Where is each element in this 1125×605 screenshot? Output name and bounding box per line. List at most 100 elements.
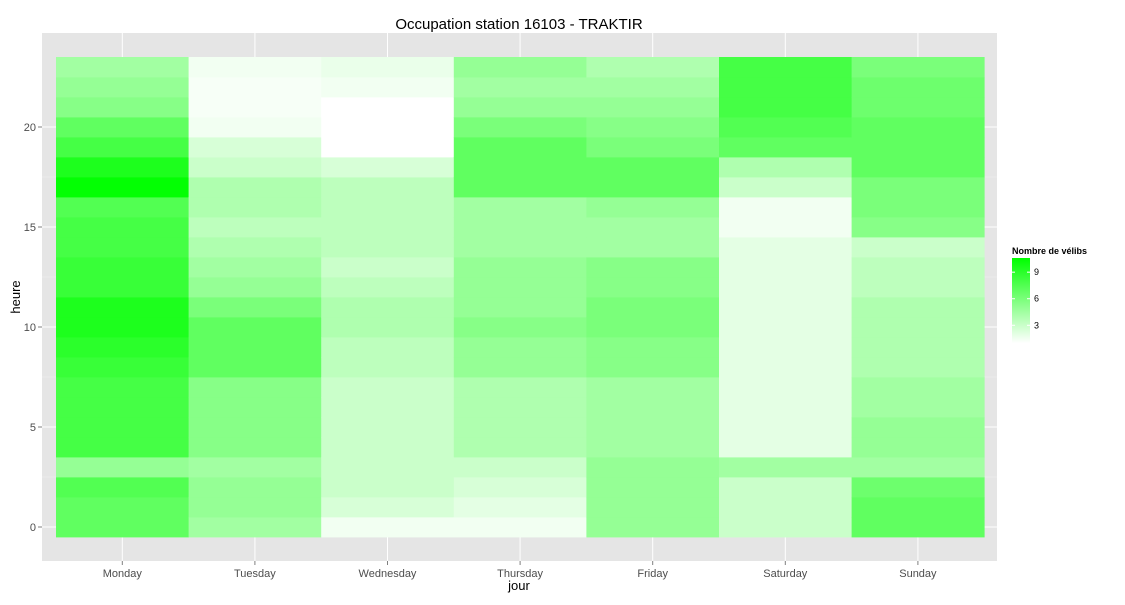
heatmap-cell xyxy=(586,157,720,178)
heatmap-cell xyxy=(851,397,985,418)
heatmap-cell xyxy=(321,377,455,398)
heatmap-cell xyxy=(586,77,720,98)
heatmap-cell xyxy=(851,337,985,358)
x-tick-label: Sunday xyxy=(899,568,937,580)
heatmap-cell xyxy=(188,57,322,78)
heatmap-cell xyxy=(851,97,985,118)
heatmap-cell xyxy=(586,57,720,78)
heatmap-cell xyxy=(321,137,455,158)
heatmap-cell xyxy=(851,277,985,298)
x-tick-label: Monday xyxy=(103,568,143,580)
heatmap-cell xyxy=(719,137,852,158)
heatmap-cell xyxy=(586,237,720,258)
heatmap-cell xyxy=(188,517,322,538)
heatmap-cell xyxy=(188,77,322,98)
heatmap-cell xyxy=(56,297,189,318)
heatmap-cell xyxy=(586,357,720,378)
heatmap-cell xyxy=(321,277,455,298)
heatmap-cell xyxy=(586,137,720,158)
heatmap-cell xyxy=(56,457,189,478)
heatmap-cells xyxy=(56,57,985,538)
heatmap-cell xyxy=(586,437,720,458)
heatmap-cell xyxy=(851,177,985,198)
heatmap-cell xyxy=(321,177,455,198)
heatmap-cell xyxy=(719,157,852,178)
heatmap-cell xyxy=(56,217,189,238)
heatmap-cell xyxy=(188,477,322,498)
heatmap-cell xyxy=(453,117,587,138)
heatmap-cell xyxy=(851,297,985,318)
heatmap-cell xyxy=(56,97,189,118)
heatmap-cell xyxy=(321,357,455,378)
heatmap-cell xyxy=(453,97,587,118)
heatmap-cell xyxy=(453,157,587,178)
heatmap-cell xyxy=(321,517,455,538)
heatmap-cell xyxy=(453,257,587,278)
heatmap-cell xyxy=(188,177,322,198)
heatmap-cell xyxy=(188,317,322,338)
heatmap-cell xyxy=(321,457,455,478)
heatmap-cell xyxy=(719,457,852,478)
heatmap-cell xyxy=(586,477,720,498)
heatmap-cell xyxy=(719,417,852,438)
heatmap-cell xyxy=(188,197,322,218)
heatmap-cell xyxy=(453,137,587,158)
heatmap-cell xyxy=(851,357,985,378)
heatmap-cell xyxy=(56,397,189,418)
heatmap-cell xyxy=(453,377,587,398)
heatmap-cell xyxy=(586,177,720,198)
heatmap-cell xyxy=(56,197,189,218)
heatmap-cell xyxy=(719,477,852,498)
heatmap-cell xyxy=(586,277,720,298)
legend-tick-label: 3 xyxy=(1034,320,1039,330)
heatmap-cell xyxy=(719,397,852,418)
heatmap-cell xyxy=(719,77,852,98)
heatmap-cell xyxy=(188,237,322,258)
heatmap-cell xyxy=(321,497,455,518)
heatmap-cell xyxy=(851,257,985,278)
heatmap-cell xyxy=(851,217,985,238)
heatmap-cell xyxy=(719,297,852,318)
heatmap-cell xyxy=(56,77,189,98)
heatmap-cell xyxy=(188,417,322,438)
heatmap-cell xyxy=(719,177,852,198)
heatmap-cell xyxy=(851,417,985,438)
heatmap-cell xyxy=(586,417,720,438)
heatmap-cell xyxy=(188,357,322,378)
heatmap-cell xyxy=(851,517,985,538)
legend-tick-label: 9 xyxy=(1034,267,1039,277)
heatmap-cell xyxy=(321,97,455,118)
heatmap-cell xyxy=(851,197,985,218)
legend: Nombre de vélibs 3 6 9 xyxy=(1012,246,1087,343)
heatmap-cell xyxy=(586,97,720,118)
x-tick-label: Saturday xyxy=(763,568,808,580)
y-axis-title: heure xyxy=(8,280,23,313)
heatmap-cell xyxy=(321,337,455,358)
heatmap-cell xyxy=(586,337,720,358)
heatmap-cell xyxy=(321,417,455,438)
heatmap-cell xyxy=(453,177,587,198)
heatmap-cell xyxy=(321,297,455,318)
heatmap-cell xyxy=(851,497,985,518)
heatmap-cell xyxy=(453,77,587,98)
heatmap-cell xyxy=(56,137,189,158)
heatmap-cell xyxy=(453,397,587,418)
y-tick-label: 0 xyxy=(30,522,36,534)
heatmap-cell xyxy=(321,117,455,138)
y-tick-label: 15 xyxy=(24,222,36,234)
heatmap-cell xyxy=(851,77,985,98)
heatmap-cell xyxy=(851,137,985,158)
heatmap-cell xyxy=(56,337,189,358)
heatmap-cell xyxy=(719,257,852,278)
x-axis: Monday Tuesday Wednesday Thursday Friday Satu… xyxy=(103,561,937,580)
heatmap-cell xyxy=(453,317,587,338)
heatmap-cell xyxy=(188,257,322,278)
heatmap-cell xyxy=(56,517,189,538)
heatmap-cell xyxy=(586,117,720,138)
heatmap-cell xyxy=(56,257,189,278)
heatmap-cell xyxy=(188,337,322,358)
heatmap-cell xyxy=(453,417,587,438)
legend-title: Nombre de vélibs xyxy=(1012,246,1087,256)
heatmap-cell xyxy=(56,377,189,398)
heatmap-cell xyxy=(719,317,852,338)
